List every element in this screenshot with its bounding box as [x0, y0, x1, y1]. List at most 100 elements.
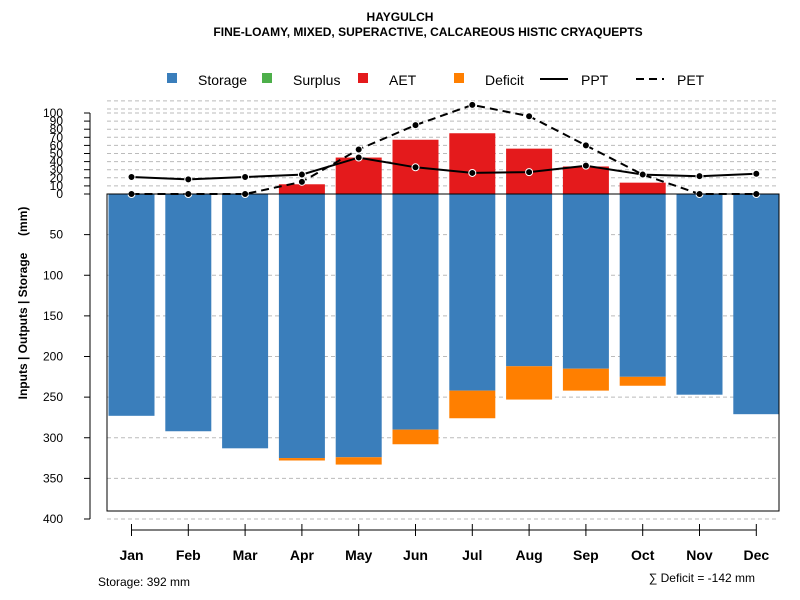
- storage-bar-jan: [108, 194, 155, 416]
- ppt-point-dec: [752, 169, 761, 178]
- pet-point-may: [354, 145, 363, 154]
- legend-aet-label: AET: [389, 72, 417, 88]
- y-tick-label: 250: [43, 390, 63, 404]
- y-axis: 0102030405060708090100501001502002503003…: [43, 106, 91, 526]
- x-tick-label-jun: Jun: [403, 547, 428, 563]
- legend-ppt-label: PPT: [581, 72, 609, 88]
- x-tick-label-dec: Dec: [743, 547, 769, 563]
- storage-bar-aug: [506, 194, 553, 367]
- storage-bar-feb: [165, 194, 212, 432]
- y-tick-label: 10: [50, 179, 64, 193]
- storage-bar-jul: [449, 194, 496, 391]
- legend-storage-label: Storage: [198, 72, 247, 88]
- storage-bar-jun: [392, 194, 439, 430]
- y-tick-label: 100: [43, 268, 63, 282]
- y-tick-label: 70: [50, 130, 64, 144]
- pet-point-oct: [638, 170, 647, 179]
- aet-bars: [278, 133, 666, 194]
- storage-bars: [108, 194, 780, 459]
- y-tick-label: 20: [50, 171, 64, 185]
- storage-bar-mar: [222, 194, 269, 449]
- legend-pet-label: PET: [677, 72, 705, 88]
- storage-bar-sep: [562, 194, 609, 369]
- y-tick-label: 200: [43, 350, 63, 364]
- deficit-bar-may: [335, 457, 382, 465]
- deficit-bar-oct: [619, 376, 666, 386]
- ppt-point-mar: [241, 172, 250, 181]
- y-tick-label: 400: [43, 512, 63, 526]
- pet-line: [131, 103, 757, 195]
- ppt-series: [127, 153, 761, 184]
- legend: Storage Surplus AET Deficit PPT PET: [167, 72, 705, 88]
- y-tick-label: 30: [50, 163, 64, 177]
- ppt-point-apr: [297, 170, 306, 179]
- x-tick-label-feb: Feb: [176, 547, 201, 563]
- deficit-bar-jul: [449, 390, 496, 419]
- x-tick-label-nov: Nov: [686, 547, 713, 563]
- aet-bar-jul: [449, 133, 496, 194]
- deficit-bar-jun: [392, 429, 439, 445]
- y-tick-label: 150: [43, 309, 63, 323]
- y-tick-label: 90: [50, 114, 64, 128]
- legend-deficit-swatch: [454, 73, 464, 83]
- aet-bar-may: [335, 157, 382, 194]
- pet-point-apr: [297, 177, 306, 186]
- storage-bar-oct: [619, 194, 666, 377]
- storage-bar-may: [335, 194, 382, 458]
- chart-subtitle: FINE-LOAMY, MIXED, SUPERACTIVE, CALCAREO…: [213, 25, 642, 39]
- legend-surplus-label: Surplus: [293, 72, 340, 88]
- y-tick-label: 80: [50, 122, 64, 136]
- ppt-point-jun: [411, 163, 420, 172]
- x-tick-label-sep: Sep: [573, 547, 599, 563]
- deficit-bars: [278, 366, 666, 465]
- y-tick-label: 350: [43, 471, 63, 485]
- storage-bar-apr: [278, 194, 325, 459]
- pet-point-jul: [468, 100, 477, 109]
- deficit-bar-aug: [506, 366, 553, 400]
- ppt-point-jan: [127, 172, 136, 181]
- ppt-point-sep: [581, 161, 590, 170]
- legend-deficit-label: Deficit: [485, 72, 524, 88]
- legend-aet-swatch: [358, 73, 368, 83]
- y-tick-label: 50: [50, 228, 64, 242]
- storage-bar-nov: [676, 194, 723, 395]
- ppt-point-nov: [695, 172, 704, 181]
- y-tick-label: 0: [56, 187, 63, 201]
- footer-storage: Storage: 392 mm: [98, 575, 190, 589]
- aet-bar-sep: [562, 166, 609, 194]
- x-tick-label-mar: Mar: [233, 547, 258, 563]
- pet-point-aug: [525, 112, 534, 121]
- pet-point-jun: [411, 121, 420, 130]
- y-tick-label: 40: [50, 155, 64, 169]
- legend-storage-swatch: [167, 73, 177, 83]
- y-tick-label: 60: [50, 138, 64, 152]
- deficit-bar-apr: [278, 458, 325, 461]
- deficit-bar-sep: [562, 368, 609, 391]
- x-tick-label-oct: Oct: [631, 547, 655, 563]
- y-tick-label: 300: [43, 431, 63, 445]
- ppt-point-feb: [184, 175, 193, 184]
- y-tick-label: 50: [50, 147, 64, 161]
- x-axis: Jan Feb Mar Apr May Jun Jul Aug Sep Oct Nov Dec: [119, 524, 769, 563]
- chart-title: HAYGULCH: [367, 10, 434, 24]
- x-tick-label-aug: Aug: [515, 547, 542, 563]
- legend-surplus-swatch: [262, 73, 272, 83]
- aet-bar-oct: [619, 182, 666, 194]
- grid-lines: [107, 100, 779, 520]
- ppt-point-jul: [468, 168, 477, 177]
- x-tick-label-apr: Apr: [290, 547, 315, 563]
- x-tick-label-jul: Jul: [462, 547, 482, 563]
- plot-frame: [106, 193, 780, 512]
- y-axis-label: Inputs | Outputs | Storage (mm): [16, 207, 30, 400]
- aet-bar-apr: [278, 184, 325, 194]
- ppt-point-may: [354, 153, 363, 162]
- ppt-point-aug: [525, 168, 534, 177]
- ppt-line: [131, 156, 757, 181]
- x-tick-label-may: May: [345, 547, 372, 563]
- storage-bar-dec: [733, 194, 780, 415]
- footer-deficit: ∑ Deficit = -142 mm: [649, 571, 755, 585]
- y-tick-label: 100: [43, 106, 63, 120]
- x-tick-label-jan: Jan: [119, 547, 143, 563]
- pet-point-sep: [581, 141, 590, 150]
